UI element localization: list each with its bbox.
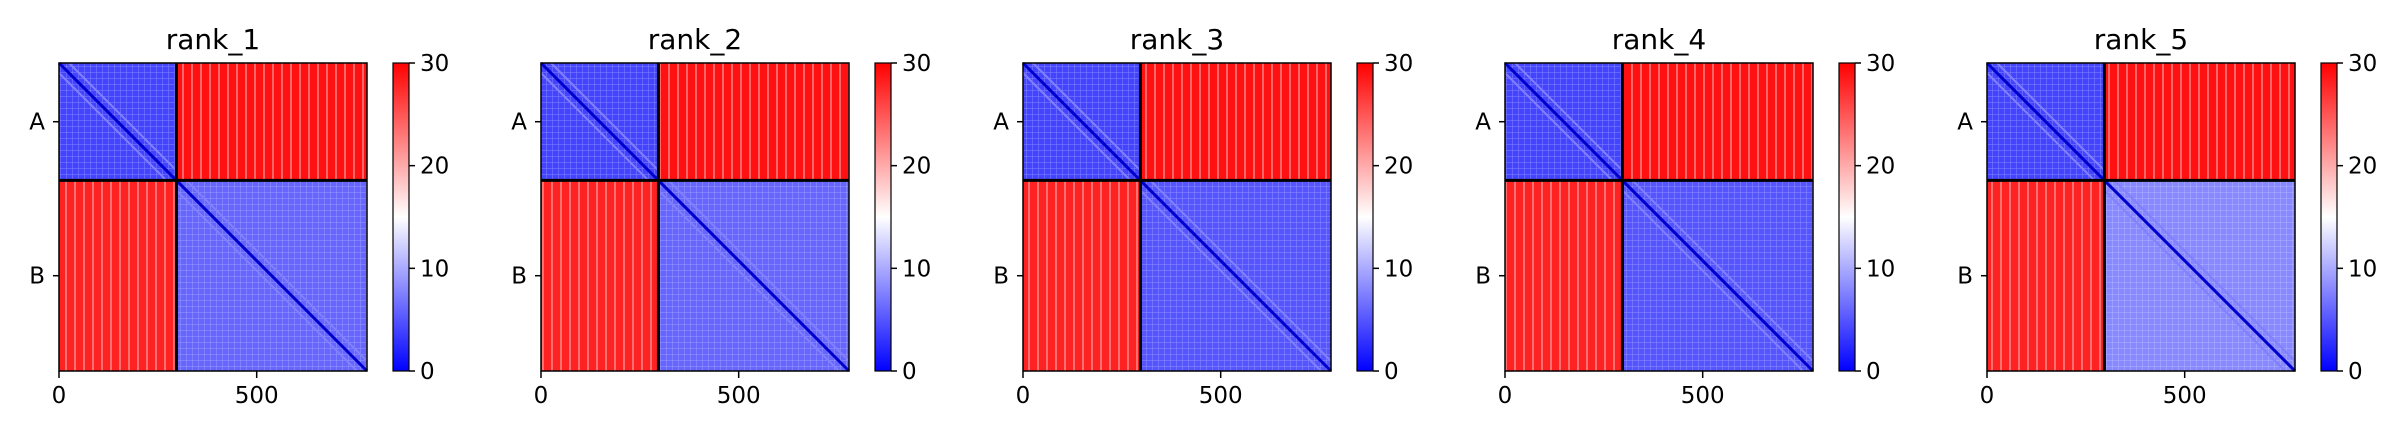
pae-stripes-b-a — [1505, 180, 1623, 371]
panel-title: rank_3 — [1130, 23, 1224, 56]
panel-title: rank_1 — [166, 23, 260, 56]
colorbar-tick-label: 30 — [1384, 51, 1413, 77]
diagonal-line — [539, 61, 660, 182]
diagonal-line — [1985, 61, 2106, 182]
diagonal-line — [2103, 179, 2297, 373]
colorbar-tick-label: 30 — [1866, 51, 1895, 77]
panel-title: rank_2 — [648, 23, 742, 56]
pae-stripes-a-b — [658, 63, 849, 181]
x-tick-label: 0 — [1016, 383, 1031, 409]
colorbar-tick-label: 30 — [902, 51, 931, 77]
colorbar-tick-label: 10 — [2348, 256, 2377, 282]
colorbar-tick-label: 0 — [902, 359, 917, 385]
y-tick-label: A — [29, 110, 45, 136]
panel-5: rank_5 A B 0 500 0 10 20 30 — [1957, 23, 2377, 409]
x-tick-label: 500 — [1199, 383, 1243, 409]
colorbar-tick-label: 10 — [902, 256, 931, 282]
colorbar-tick-label: 0 — [2348, 359, 2363, 385]
colorbar-tick-label: 10 — [420, 256, 449, 282]
diagonal-line — [57, 61, 178, 182]
diagonal-line — [1621, 179, 1815, 373]
diagonal-band — [2103, 179, 2296, 372]
x-tick-label: 0 — [1498, 383, 1513, 409]
colorbar-tick-label: 20 — [902, 154, 931, 180]
diagonal-band — [540, 62, 660, 182]
panel-3: rank_3 A B 0 500 0 10 20 30 — [993, 23, 1413, 409]
pae-stripes-a-b — [176, 63, 367, 181]
diagonal-band — [58, 62, 178, 182]
diagonal-line — [1503, 61, 1624, 182]
panel-1: rank_1 A B 0 500 0 10 20 30 — [29, 23, 449, 409]
diagonal-line — [657, 179, 851, 373]
colorbar — [1356, 62, 1374, 372]
y-tick-label: B — [1475, 264, 1491, 290]
colorbar-tick-label: 10 — [1866, 256, 1895, 282]
pae-stripes-a-b — [2104, 63, 2295, 181]
axes-frame — [1986, 62, 2296, 372]
y-tick-label: A — [1475, 110, 1491, 136]
colorbar — [1838, 62, 1856, 372]
diagonal-band — [1139, 179, 1332, 372]
pae-stripes-b-a — [59, 180, 177, 371]
y-tick-label: A — [1957, 110, 1973, 136]
colorbar-tick-label: 0 — [1866, 359, 1881, 385]
x-tick-label: 500 — [717, 383, 761, 409]
diagonal-line — [175, 179, 369, 373]
y-tick-label: A — [511, 110, 527, 136]
axes-frame — [540, 62, 850, 372]
colorbar-tick-label: 10 — [1384, 256, 1413, 282]
diagonal-band — [1986, 62, 2106, 182]
colorbar-tick-label: 20 — [2348, 154, 2377, 180]
x-tick-label: 500 — [2163, 383, 2207, 409]
diagonal-band — [1022, 62, 1142, 182]
diagonal-band — [175, 179, 368, 372]
pae-stripes-b-a — [541, 180, 659, 371]
y-tick-label: B — [993, 264, 1009, 290]
panel-title: rank_5 — [2094, 23, 2188, 56]
colorbar-tick-label: 20 — [1384, 154, 1413, 180]
colorbar-tick-label: 0 — [1384, 359, 1399, 385]
axes-frame — [1022, 62, 1332, 372]
x-tick-label: 500 — [235, 383, 279, 409]
panel-title: rank_4 — [1612, 23, 1706, 56]
colorbar-tick-label: 20 — [420, 154, 449, 180]
pae-stripes-b-a — [1987, 180, 2105, 371]
diagonal-band — [657, 179, 850, 372]
colorbar-tick-label: 0 — [420, 359, 435, 385]
diagonal-band — [1621, 179, 1814, 372]
colorbar — [874, 62, 892, 372]
y-tick-label: B — [1957, 264, 1973, 290]
x-tick-label: 0 — [534, 383, 549, 409]
panel-2: rank_2 A B 0 500 0 10 20 30 — [511, 23, 931, 409]
pae-stripes-a-b — [1622, 63, 1813, 181]
x-tick-label: 500 — [1681, 383, 1725, 409]
axes-frame — [58, 62, 368, 372]
axes-frame — [1504, 62, 1814, 372]
colorbar-tick-label: 30 — [2348, 51, 2377, 77]
pae-stripes-a-b — [1140, 63, 1331, 181]
colorbar — [392, 62, 410, 372]
diagonal-line — [1139, 179, 1333, 373]
x-tick-label: 0 — [52, 383, 67, 409]
pae-stripes-b-a — [1023, 180, 1141, 371]
x-tick-label: 0 — [1980, 383, 1995, 409]
colorbar — [2320, 62, 2338, 372]
colorbar-tick-label: 20 — [1866, 154, 1895, 180]
y-tick-label: B — [29, 264, 45, 290]
diagonal-band — [1504, 62, 1624, 182]
y-tick-label: A — [993, 110, 1009, 136]
y-tick-label: B — [511, 264, 527, 290]
diagonal-line — [1021, 61, 1142, 182]
panel-4: rank_4 A B 0 500 0 10 20 30 — [1475, 23, 1895, 409]
colorbar-tick-label: 30 — [420, 51, 449, 77]
